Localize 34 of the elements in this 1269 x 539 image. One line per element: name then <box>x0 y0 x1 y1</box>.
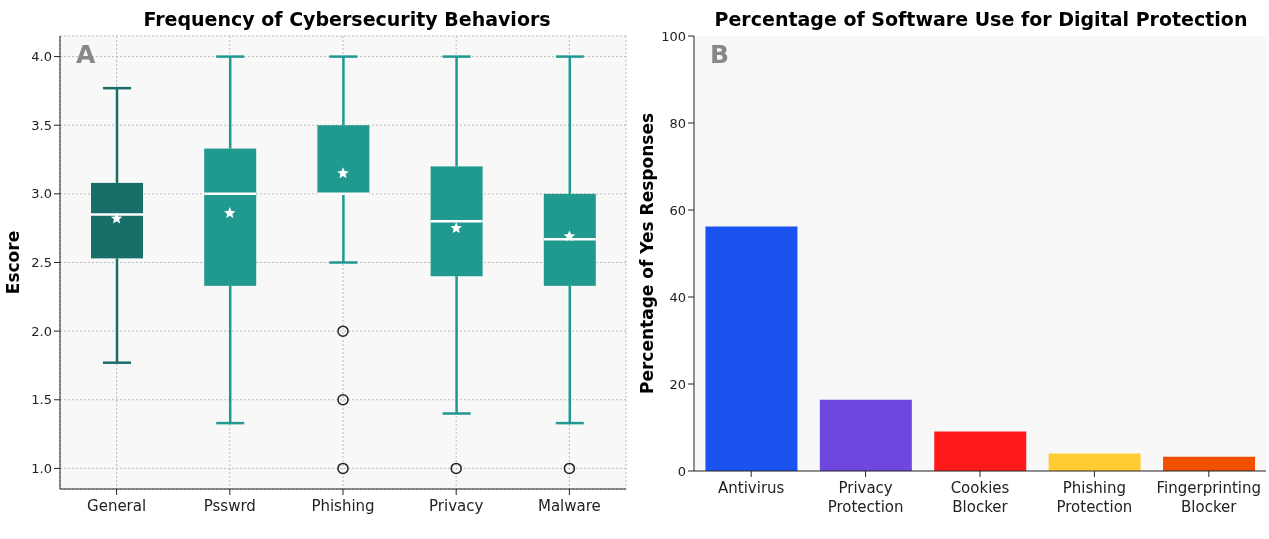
bar <box>819 399 912 471</box>
x-tick-label: Privacy <box>429 497 484 515</box>
x-tick-label: Malware <box>537 497 601 515</box>
x-tick-label: Cookies Blocker <box>950 479 1010 516</box>
x-tick-label: Fingerprinting Blocker <box>1156 479 1262 516</box>
bar <box>1163 456 1256 471</box>
y-tick-label: 3.0 <box>31 186 52 202</box>
x-tick-label: Psswrd <box>203 497 256 515</box>
x-tick-label: General <box>87 497 147 515</box>
annotation: A <box>76 40 96 69</box>
y-tick-label: 100 <box>661 28 686 44</box>
y-tick-label: 0 <box>677 463 686 479</box>
y-tick-label: 40 <box>669 289 686 305</box>
bar <box>705 226 798 471</box>
bar <box>1048 453 1141 471</box>
x-tick-label: Phishing Protection <box>1056 479 1133 516</box>
chart-title: Frequency of Cybersecurity Behaviors <box>142 8 552 30</box>
bar <box>934 431 1027 471</box>
y-tick-label: 1.0 <box>31 461 52 477</box>
y-tick-label: 3.5 <box>31 117 52 133</box>
x-tick-label: Antivirus <box>718 479 785 497</box>
y-tick-label: 20 <box>669 376 686 392</box>
x-tick-label: Privacy Protection <box>827 479 904 516</box>
chart-title: Percentage of Software Use for Digital Protection <box>713 8 1249 30</box>
y-axis-title: Percentage of Yes Responses <box>637 112 658 395</box>
y-tick-label: 2.0 <box>31 323 52 339</box>
y-tick-label: 60 <box>669 202 686 218</box>
y-axis-title: Escore <box>3 230 24 295</box>
x-tick-label: Phishing <box>311 497 375 515</box>
annotation: B <box>710 40 730 69</box>
y-tick-label: 2.5 <box>31 255 52 271</box>
y-tick-label: 4.0 <box>31 49 52 65</box>
y-tick-label: 1.5 <box>31 392 52 408</box>
y-tick-label: 80 <box>669 115 686 131</box>
